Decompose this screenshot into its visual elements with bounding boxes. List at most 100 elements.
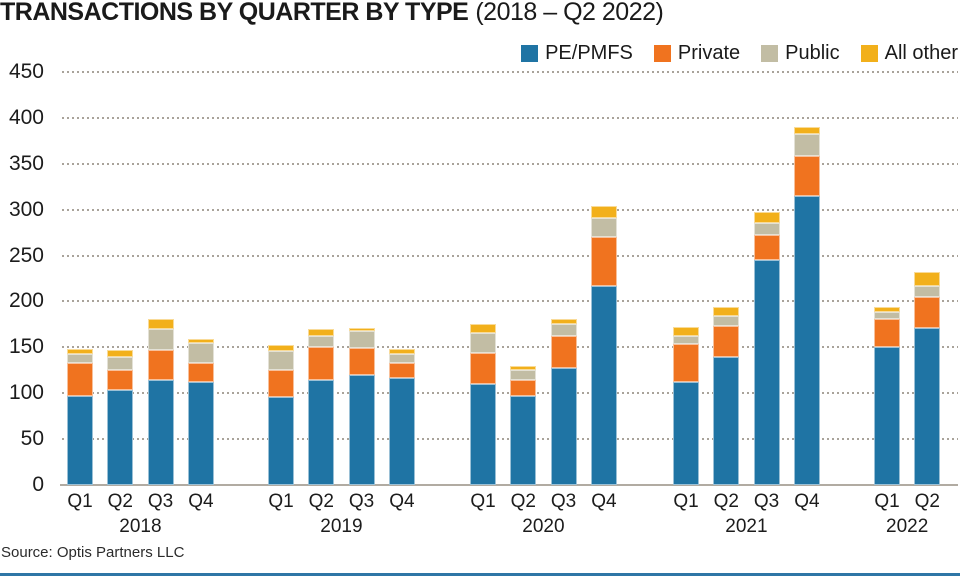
x-axis-quarter-label: Q4 xyxy=(188,491,214,512)
bar-segment-private xyxy=(590,237,617,286)
y-axis-tick-label: 200 xyxy=(8,289,44,313)
bar-segment-all-other xyxy=(753,212,780,224)
legend-item-all-other: All other xyxy=(860,42,958,65)
bar-segment-all-other xyxy=(67,349,93,354)
bar-segment-all-other xyxy=(673,327,699,337)
bar-segment-private xyxy=(308,346,335,380)
bar-2020-Q4 xyxy=(590,206,617,485)
bar-segment-pe-pmfs xyxy=(590,285,617,485)
bar-segment-pe-pmfs xyxy=(187,382,214,485)
bar-segment-all-other xyxy=(107,350,134,357)
bar-segment-public xyxy=(510,370,537,380)
x-axis-quarter-label: Q3 xyxy=(348,491,375,512)
bar-segment-public xyxy=(147,329,174,351)
bar-segment-all-other xyxy=(388,349,415,354)
y-axis-tick-label: 400 xyxy=(8,105,44,129)
source-note: Source: Optis Partners LLC xyxy=(1,544,185,561)
bar-2018-Q2 xyxy=(107,350,134,485)
x-axis-quarter-label: Q2 xyxy=(107,491,133,512)
bar-segment-public xyxy=(713,316,740,327)
bar-segment-all-other xyxy=(590,206,617,218)
bar-segment-all-other xyxy=(147,318,174,330)
bar-segment-private xyxy=(187,362,214,383)
y-axis-tick-label: 0 xyxy=(32,473,44,496)
bar-segment-public xyxy=(470,332,496,353)
bar-segment-all-other xyxy=(713,306,740,317)
x-axis-quarter-label: Q1 xyxy=(268,491,294,512)
bar-2021-Q4 xyxy=(793,127,820,485)
legend-swatch-icon xyxy=(761,45,779,62)
bar-2022-Q2 xyxy=(914,272,941,485)
bar-2019-Q2 xyxy=(308,329,335,485)
bottom-rule-divider xyxy=(0,573,960,576)
bar-segment-pe-pmfs xyxy=(550,367,577,485)
x-axis-quarter-label: Q1 xyxy=(874,491,900,512)
x-axis-year-label: 2018 xyxy=(119,516,162,537)
bar-segment-public xyxy=(67,353,93,363)
legend-label: All other xyxy=(884,42,958,64)
y-axis-tick-label: 350 xyxy=(8,151,44,175)
legend-label: PE/PMFS xyxy=(545,42,633,64)
legend-label: Private xyxy=(677,42,741,64)
chart-title-main: TRANSACTIONS BY QUARTER BY TYPE xyxy=(0,0,469,26)
bar-segment-private xyxy=(793,156,820,196)
x-axis-quarter-label: Q1 xyxy=(67,491,93,512)
bar-2018-Q3 xyxy=(147,318,174,485)
x-axis-quarter-label: Q4 xyxy=(591,491,617,512)
x-axis-year-label: 2022 xyxy=(886,516,929,537)
chart-legend: PE/PMFS Private Public All other xyxy=(521,42,958,65)
bar-segment-all-other xyxy=(874,306,900,313)
bar-segment-all-other xyxy=(187,339,214,343)
bar-segment-public xyxy=(793,134,820,157)
legend-item-private: Private xyxy=(653,42,741,65)
gridline-450 xyxy=(62,71,958,73)
bar-segment-pe-pmfs xyxy=(308,379,335,485)
bar-segment-pe-pmfs xyxy=(67,396,93,485)
bar-segment-public xyxy=(590,217,617,238)
bar-segment-all-other xyxy=(348,328,375,331)
x-axis-quarter-label: Q3 xyxy=(147,491,174,512)
bar-segment-pe-pmfs xyxy=(348,374,375,485)
y-axis-tick-label: 250 xyxy=(8,243,44,267)
bar-2020-Q3 xyxy=(550,318,577,485)
gridline-300 xyxy=(62,208,958,211)
bar-segment-private xyxy=(470,352,496,384)
x-axis-year-label: 2021 xyxy=(725,516,768,537)
bar-segment-public xyxy=(187,342,214,363)
x-axis-quarter-label: Q3 xyxy=(550,491,577,512)
x-axis-quarter-label: Q1 xyxy=(673,491,699,512)
bar-segment-all-other xyxy=(268,344,294,352)
bar-2020-Q1 xyxy=(470,324,496,485)
bar-segment-pe-pmfs xyxy=(107,389,134,485)
bar-segment-pe-pmfs xyxy=(470,384,496,485)
chart-title: TRANSACTIONS BY QUARTER BY TYPE (2018 – Q… xyxy=(0,0,664,27)
x-axis-quarter-label: Q2 xyxy=(510,491,536,512)
gridline-400 xyxy=(62,116,958,119)
y-axis-tick-label: 50 xyxy=(20,427,44,451)
bar-segment-private xyxy=(550,336,577,368)
bar-segment-all-other xyxy=(550,318,577,324)
x-axis-line xyxy=(60,484,958,486)
bar-segment-pe-pmfs xyxy=(147,379,174,485)
bar-segment-pe-pmfs xyxy=(914,328,941,485)
x-axis-quarter-label: Q4 xyxy=(794,491,820,512)
x-axis-quarter-label: Q4 xyxy=(389,491,415,512)
bar-segment-pe-pmfs xyxy=(388,377,415,485)
bar-segment-all-other xyxy=(308,329,335,336)
legend-swatch-icon xyxy=(521,45,539,62)
bar-segment-private xyxy=(753,235,780,261)
bar-segment-public xyxy=(107,356,134,371)
gridline-150 xyxy=(62,346,958,349)
legend-swatch-icon xyxy=(653,45,671,62)
bar-segment-pe-pmfs xyxy=(510,396,537,485)
bar-segment-private xyxy=(914,296,941,329)
bar-segment-private xyxy=(268,370,294,397)
bar-2019-Q1 xyxy=(268,344,294,485)
gridline-200 xyxy=(62,300,958,303)
legend-item-public: Public xyxy=(761,42,840,65)
bar-segment-public xyxy=(388,353,415,363)
bar-segment-private xyxy=(874,318,900,348)
x-axis-quarter-label: Q2 xyxy=(914,491,940,512)
y-axis-tick-label: 150 xyxy=(8,335,44,359)
legend-item-pe-pmfs: PE/PMFS xyxy=(521,42,633,65)
